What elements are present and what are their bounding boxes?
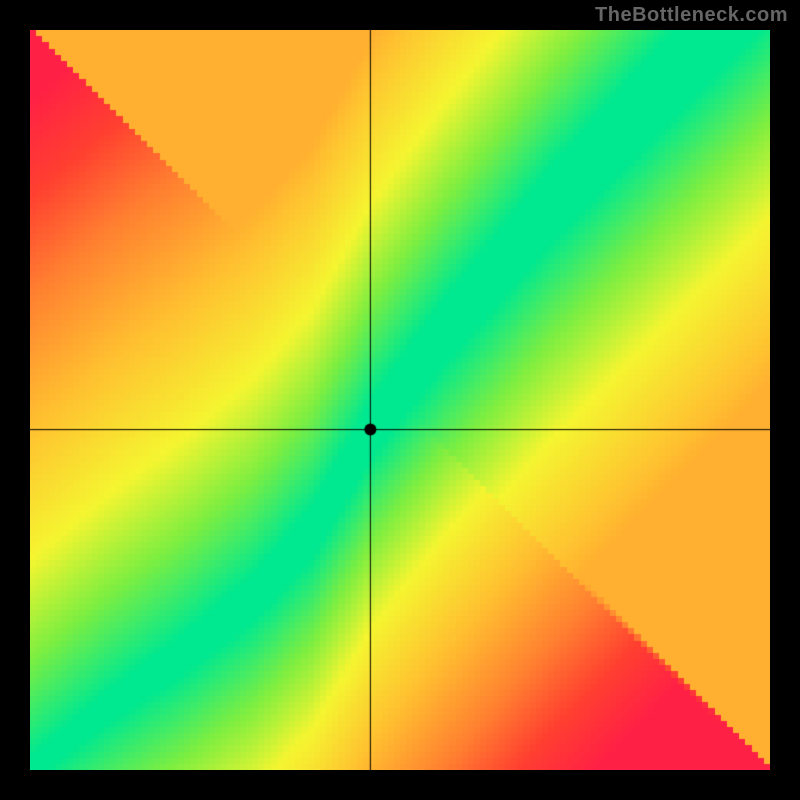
- chart-container: TheBottleneck.com: [0, 0, 800, 800]
- heatmap-plot: [30, 30, 770, 770]
- watermark-text: TheBottleneck.com: [595, 4, 788, 27]
- heatmap-canvas: [30, 30, 770, 770]
